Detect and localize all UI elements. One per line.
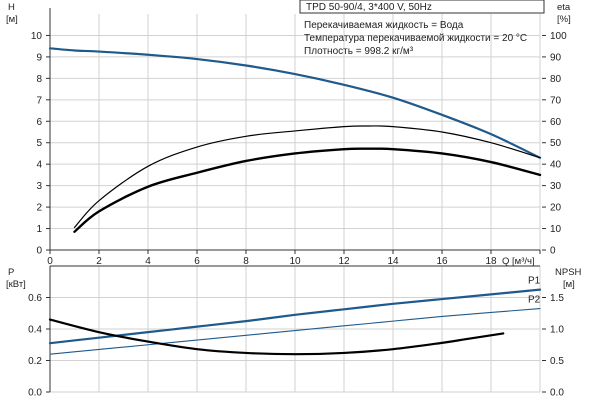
top-right-tick-label: 40 — [550, 160, 562, 171]
bottom-right-tick-label: 0.0 — [550, 388, 564, 399]
bottom-y-left-unit: [кВт] — [6, 279, 26, 290]
top-right-tick-label: 30 — [550, 181, 562, 192]
top-left-tick-label: 0 — [36, 246, 42, 257]
top-left-tick-label: 8 — [36, 74, 42, 85]
bottom-curve — [49, 307, 541, 355]
bottom-y-left-label: P — [8, 267, 14, 278]
top-curve — [73, 125, 541, 229]
top-left-tick-label: 5 — [36, 138, 42, 149]
top-x-tick-label: 10 — [289, 256, 301, 267]
top-y-left-label: H — [8, 2, 15, 13]
top-x-tick-label: 18 — [485, 256, 497, 267]
top-y-right-label: eta — [557, 2, 571, 13]
top-right-tick-label: 10 — [550, 224, 562, 235]
top-x-tick-label: 12 — [338, 256, 350, 267]
bottom-curve — [48, 288, 542, 345]
top-right-tick-label: 50 — [550, 138, 562, 149]
fluid-info-line: Плотность = 998.2 кг/м³ — [304, 46, 414, 57]
top-right-tick-label: 60 — [550, 117, 562, 128]
bottom-y-right-unit: [м] — [563, 279, 575, 290]
series-label-p2: P2 — [528, 295, 541, 306]
top-x-tick-label: 8 — [243, 256, 249, 267]
fluid-info-line: Перекачиваемая жидкость = Вода — [304, 20, 464, 31]
fluid-info-line: Температура перекачиваемой жидкости = 20… — [304, 33, 527, 44]
bottom-left-tick-label: 0.2 — [28, 356, 42, 367]
top-curve — [48, 47, 542, 159]
bottom-right-tick-label: 0.5 — [550, 356, 564, 367]
top-left-tick-label: 4 — [36, 160, 42, 171]
top-y-right-unit: [%] — [557, 14, 571, 25]
top-x-tick-label: 6 — [194, 256, 200, 267]
top-x-axis-label: Q [м³/ч] — [502, 256, 535, 267]
top-right-tick-label: 90 — [550, 52, 562, 63]
top-right-tick-label: 100 — [550, 31, 567, 42]
bottom-left-tick-label: 0.6 — [28, 293, 42, 304]
bottom-right-tick-label: 1.0 — [550, 325, 564, 336]
top-left-tick-label: 6 — [36, 117, 42, 128]
top-left-tick-label: 7 — [36, 95, 42, 106]
top-right-tick-label: 20 — [550, 203, 562, 214]
bottom-left-tick-label: 0.0 — [28, 388, 42, 399]
bottom-y-right-label: NPSH — [555, 267, 582, 278]
top-right-tick-label: 0 — [550, 246, 556, 257]
top-x-tick-label: 0 — [47, 256, 53, 267]
top-x-tick-label: 2 — [96, 256, 102, 267]
top-left-tick-label: 1 — [36, 224, 42, 235]
model-label: TPD 50-90/4, 3*400 V, 50Hz — [306, 2, 432, 13]
top-x-tick-label: 4 — [145, 256, 151, 267]
top-left-tick-label: 2 — [36, 203, 42, 214]
bottom-curve — [48, 318, 505, 356]
top-y-left-unit: [м] — [6, 14, 18, 25]
bottom-right-tick-label: 1.5 — [550, 293, 564, 304]
model-box — [299, 0, 545, 14]
top-curve — [73, 147, 542, 233]
top-left-tick-label: 3 — [36, 181, 42, 192]
top-right-tick-label: 70 — [550, 95, 562, 106]
series-label-p1: P1 — [528, 276, 541, 287]
top-x-tick-label: 16 — [436, 256, 448, 267]
bottom-left-tick-label: 0.4 — [28, 325, 42, 336]
top-right-tick-label: 80 — [550, 74, 562, 85]
top-left-tick-label: 9 — [36, 52, 42, 63]
top-x-tick-label: 14 — [387, 256, 399, 267]
top-left-tick-label: 10 — [31, 31, 43, 42]
